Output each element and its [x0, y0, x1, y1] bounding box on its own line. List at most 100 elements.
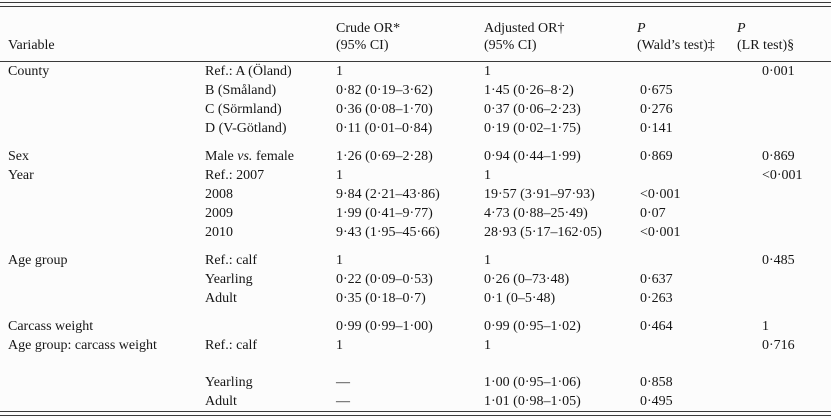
p-lr-header-block: P (LR test)§ [737, 20, 806, 54]
cell-adjusted-or: 1 [484, 253, 491, 268]
cell-adjusted-or: 1·00 (0·95–1·06) [484, 375, 581, 390]
cell-crude-or: 0·22 (0·09–0·53) [336, 272, 433, 287]
cell-p-lr: 1 [762, 319, 769, 334]
cell-variable [0, 204, 205, 223]
cell-variable [0, 119, 205, 138]
adjusted-or-header-line2: (95% CI) [484, 38, 537, 53]
cell-p-lr: <0·001 [762, 168, 803, 183]
cell-p-lr [762, 185, 831, 204]
cell-variable [0, 81, 205, 100]
crude-or-header-line2: (95% CI) [336, 38, 389, 53]
table-row: Age group Ref.: calf 1 1 0·485 [0, 251, 831, 270]
cell-category: 2010 [205, 225, 233, 240]
cell-variable: Sex [8, 149, 29, 164]
cell-p-wald: 0·07 [640, 206, 666, 221]
cell-category: Ref.: calf [205, 253, 258, 268]
cell-variable: Age group [8, 253, 68, 268]
col-header-crude-or: Crude OR* (95% CI) [336, 7, 484, 62]
cell-adjusted-or: 0·37 (0·06–2·23) [484, 102, 581, 117]
adjusted-or-header-line1: Adjusted OR† [484, 21, 565, 36]
table-bottom-rule [0, 411, 831, 416]
cell-variable: Year [8, 168, 34, 183]
table-row: Adult 0·35 (0·18–0·7) 0·1 (0–5·48) 0·263 [0, 289, 831, 308]
header-row: Variable Crude OR* (95% CI) Adjusted OR†… [0, 7, 831, 62]
cell-adjusted-or: 0·26 (0–73·48) [484, 272, 570, 287]
cell-crude-or: 0·35 (0·18–0·7) [336, 291, 426, 306]
cell-p-lr [762, 392, 831, 411]
cell-variable [0, 392, 205, 411]
cell-category: Ref.: calf [205, 338, 258, 353]
cell-p-lr [762, 270, 831, 289]
cell-p-wald [637, 166, 762, 185]
cell-adjusted-or: 0·19 (0·02–1·75) [484, 121, 581, 136]
cell-p-wald: <0·001 [640, 225, 681, 240]
cell-p-lr: 0·001 [762, 64, 795, 79]
p-lr-header-line2: (LR test)§ [737, 38, 795, 53]
cell-p-lr: 0·716 [762, 338, 795, 353]
category-text-post: female [252, 149, 295, 164]
cell-p-lr [762, 223, 831, 242]
row-spacer [0, 355, 831, 373]
cell-adjusted-or: 0·1 (0–5·48) [484, 291, 556, 306]
p-wald-header-line1: P [637, 21, 646, 36]
cell-p-wald: 0·675 [640, 83, 673, 98]
cell-crude-or: 9·43 (1·95–45·66) [336, 225, 440, 240]
cell-category: C (Sörmland) [205, 102, 282, 117]
col-header-category [205, 7, 336, 62]
cell-p-wald: 0·276 [640, 102, 673, 117]
col-header-p-wald: P (Wald’s test)‡ [637, 7, 762, 62]
category-text-pre: Male [205, 149, 238, 164]
cell-p-wald: 0·858 [640, 375, 673, 390]
table-top-rule [0, 2, 831, 7]
cell-category: 2008 [205, 187, 233, 202]
cell-crude-or: 1 [336, 64, 343, 79]
crude-or-header-line1: Crude OR* [336, 21, 401, 36]
cell-p-wald: 0·869 [640, 149, 673, 164]
cell-p-lr [762, 204, 831, 223]
odds-ratio-table: Variable Crude OR* (95% CI) Adjusted OR†… [0, 7, 831, 411]
table-row: Age group: carcass weight Ref.: calf 1 1… [0, 336, 831, 355]
cell-adjusted-or: 19·57 (3·91–97·93) [484, 187, 595, 202]
col-header-adjusted-or: Adjusted OR† (95% CI) [484, 7, 637, 62]
cell-crude-or: 0·82 (0·19–3·62) [336, 83, 433, 98]
cell-p-wald: 0·263 [640, 291, 673, 306]
cell-adjusted-or: 28·93 (5·17–162·05) [484, 225, 602, 240]
cell-p-wald [637, 62, 762, 82]
variable-header-label: Variable [8, 38, 55, 53]
cell-crude-or: 1·26 (0·69–2·28) [336, 149, 433, 164]
p-wald-header-line2: (Wald’s test)‡ [637, 38, 715, 53]
table-row: D (V-Götland) 0·11 (0·01–0·84) 0·19 (0·0… [0, 119, 831, 138]
category-text-vs: vs. [237, 149, 253, 164]
cell-p-wald: 0·495 [640, 394, 673, 409]
cell-category: D (V-Götland) [205, 121, 287, 136]
cell-variable: County [8, 64, 50, 79]
cell-category: B (Småland) [205, 83, 277, 98]
cell-variable [0, 185, 205, 204]
cell-variable [0, 373, 205, 392]
col-header-variable: Variable [0, 7, 205, 62]
cell-category: Yearling [205, 272, 253, 287]
table-row: Yearling 0·22 (0·09–0·53) 0·26 (0–73·48)… [0, 270, 831, 289]
cell-category: Male vs. female [205, 147, 336, 166]
cell-p-wald [637, 336, 762, 355]
table-row: C (Sörmland) 0·36 (0·08–1·70) 0·37 (0·06… [0, 100, 831, 119]
row-spacer [0, 308, 831, 317]
cell-category: Ref.: 2007 [205, 168, 265, 183]
cell-category: Adult [205, 394, 237, 409]
table-row: 2010 9·43 (1·95–45·66) 28·93 (5·17–162·0… [0, 223, 831, 242]
cell-p-lr [762, 119, 831, 138]
p-lr-header-line1: P [737, 21, 746, 36]
cell-p-wald [637, 251, 762, 270]
table-row: Year Ref.: 2007 1 1 <0·001 [0, 166, 831, 185]
cell-category [205, 317, 336, 336]
table-header: Variable Crude OR* (95% CI) Adjusted OR†… [0, 7, 831, 62]
cell-crude-or: 9·84 (2·21–43·86) [336, 187, 440, 202]
cell-crude-or: 0·99 (0·99–1·00) [336, 319, 433, 334]
row-spacer [0, 138, 831, 147]
cell-crude-or: 1 [336, 253, 343, 268]
cell-crude-or: — [336, 375, 350, 390]
cell-variable: Carcass weight [8, 319, 94, 334]
table-row: Carcass weight 0·99 (0·99–1·00) 0·99 (0·… [0, 317, 831, 336]
cell-crude-or: 1 [336, 168, 343, 183]
cell-variable [0, 289, 205, 308]
